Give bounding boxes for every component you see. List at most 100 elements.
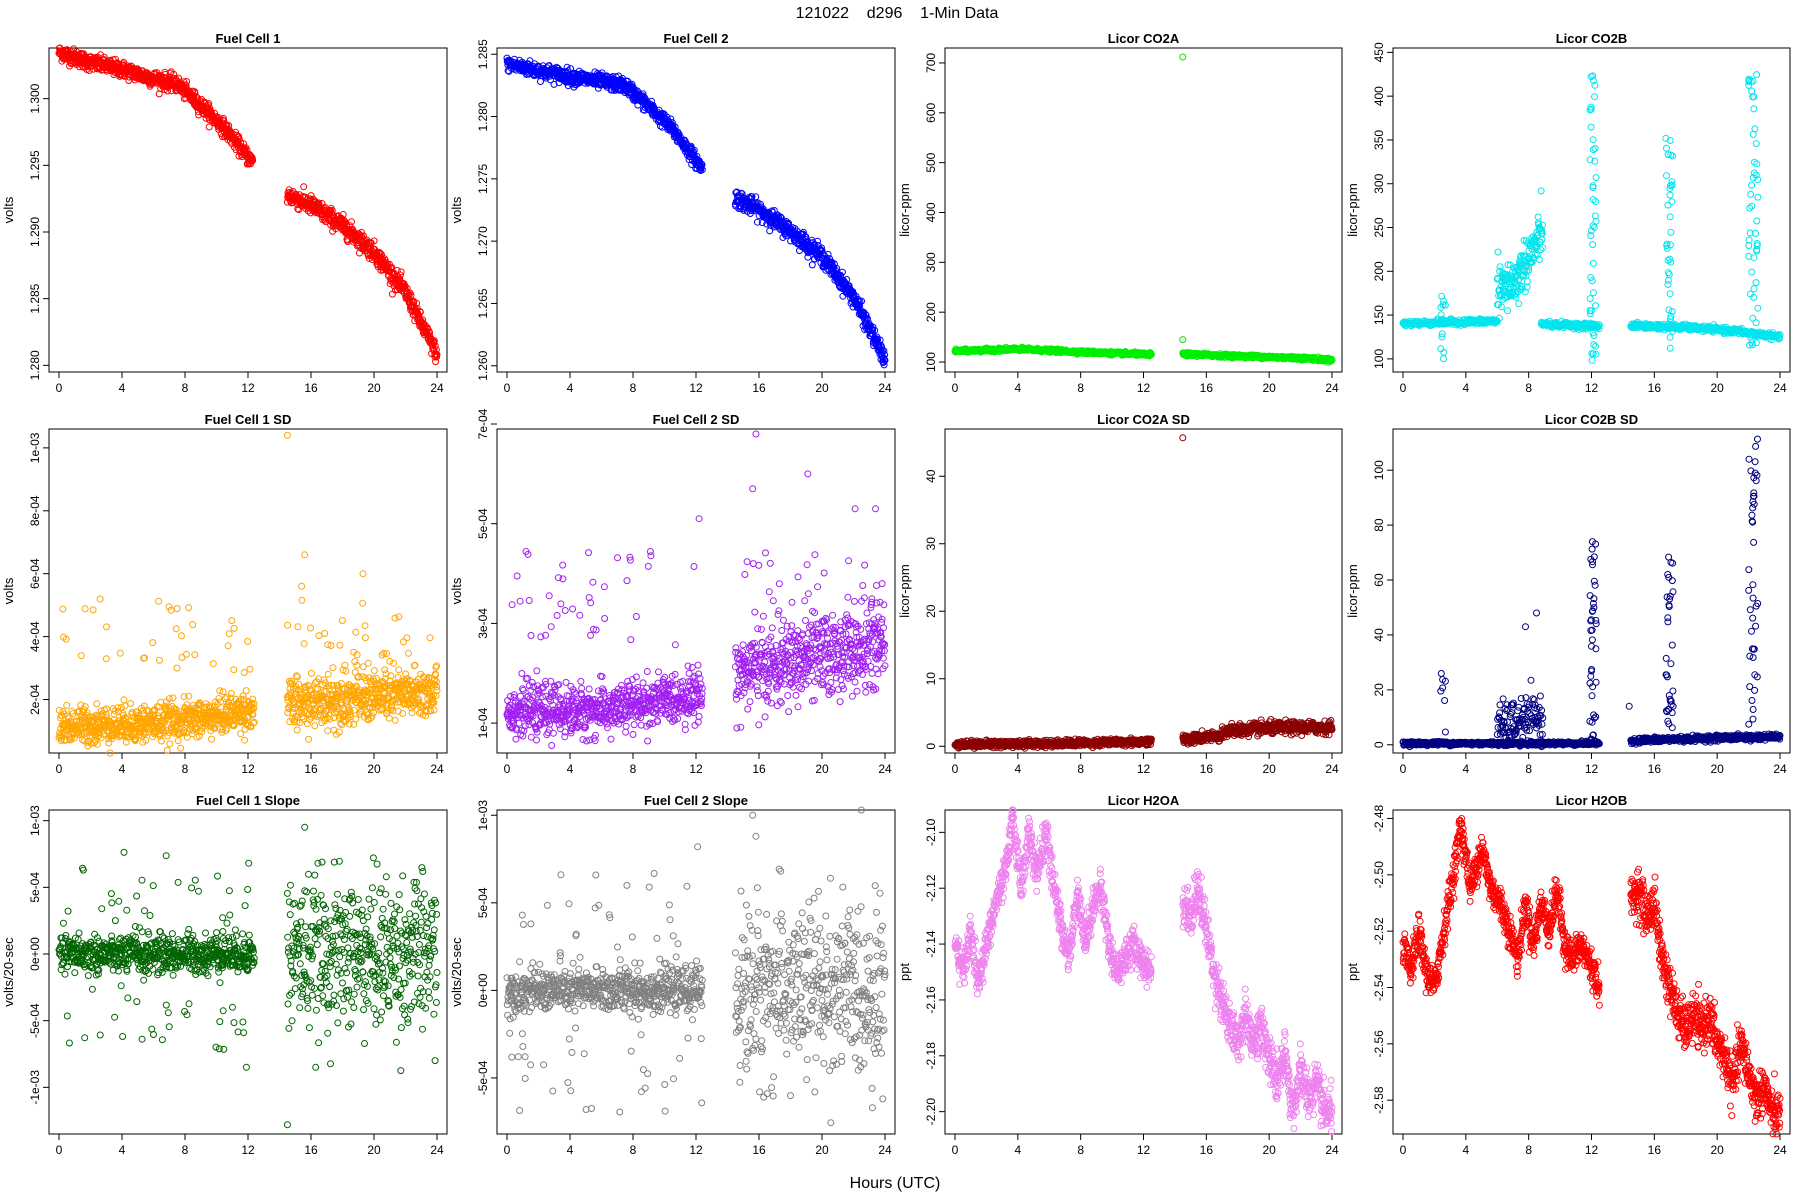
x-tick-label: 12 xyxy=(241,381,255,395)
data-point xyxy=(1749,314,1757,322)
data-point xyxy=(1590,341,1598,349)
x-tick-label: 4 xyxy=(119,381,126,395)
data-point xyxy=(1748,87,1756,95)
x-tick-label: 16 xyxy=(752,381,766,395)
data-point xyxy=(1496,263,1504,271)
y-tick-label: 1.275 xyxy=(476,164,490,194)
data-point xyxy=(1664,281,1672,288)
plot-frame xyxy=(48,47,448,373)
x-tick-label: 16 xyxy=(1200,381,1214,395)
data-points xyxy=(1399,71,1784,364)
data-point xyxy=(111,55,119,63)
y-tick-label: 1.265 xyxy=(476,288,490,318)
x-tick-label: 0 xyxy=(1400,381,1407,395)
data-point xyxy=(1753,71,1761,79)
data-point xyxy=(1752,279,1760,287)
x-tick-label: 0 xyxy=(56,381,63,395)
data-point xyxy=(1591,93,1598,101)
x-tick-label: 8 xyxy=(1525,381,1532,395)
data-point xyxy=(1592,302,1599,310)
data-point xyxy=(1589,241,1597,248)
data-point xyxy=(1592,342,1599,350)
y-tick-label: 4e-04 xyxy=(28,621,42,652)
y-tick-label: 1.280 xyxy=(28,350,42,380)
data-point xyxy=(808,261,816,269)
y-tick-label: 1.290 xyxy=(28,217,42,247)
data-points xyxy=(55,431,441,757)
data-point xyxy=(1589,259,1597,267)
x-tick-label: 8 xyxy=(182,762,189,776)
data-point xyxy=(220,114,227,122)
data-point xyxy=(1587,123,1595,131)
y-tick-label: 500 xyxy=(924,152,938,172)
y-tick-label: 6e-04 xyxy=(28,558,42,589)
y-tick-label: 100 xyxy=(924,352,938,372)
data-point xyxy=(180,78,188,86)
data-point xyxy=(1534,213,1542,221)
data-point xyxy=(1589,146,1597,154)
y-tick-label: 1e-03 xyxy=(28,432,42,463)
data-point xyxy=(1748,181,1756,189)
data-point xyxy=(1523,278,1531,285)
y-tick-label: 1.285 xyxy=(476,39,490,69)
x-tick-label: 24 xyxy=(878,381,892,395)
y-tick-label: 1.270 xyxy=(476,226,490,256)
plot-frame xyxy=(496,47,896,373)
x-tick-label: 20 xyxy=(815,381,829,395)
data-point xyxy=(1666,333,1674,341)
data-point xyxy=(1588,356,1596,364)
figure-title: 121022 d296 1-Min Data xyxy=(796,5,999,22)
data-point xyxy=(205,123,213,131)
x-tick-label: 12 xyxy=(1585,381,1599,395)
data-point xyxy=(1668,198,1676,206)
y-tick-label: 400 xyxy=(1372,86,1386,106)
panel-title: Fuel Cell 1 xyxy=(215,31,280,46)
chart-panels: Fuel Cell 1 volts 0 4 8 12 16 20 24 1.280 1.285 1.2… xyxy=(1,31,1791,1157)
y-tick-label: 450 xyxy=(1372,42,1386,62)
data-point xyxy=(235,135,243,143)
data-point xyxy=(1586,295,1594,303)
y-tick-label: 1.285 xyxy=(28,283,42,313)
x-tick-label: 4 xyxy=(567,381,574,395)
data-point xyxy=(1590,289,1597,297)
y-tick-label: 1.260 xyxy=(476,350,490,380)
data-point xyxy=(1750,105,1758,113)
data-point xyxy=(1663,144,1670,152)
data-point xyxy=(1750,285,1758,293)
x-tick-label: 16 xyxy=(304,762,318,776)
x-tick-label: 20 xyxy=(1262,381,1276,395)
x-tick-label: 16 xyxy=(1648,381,1662,395)
data-point xyxy=(1179,336,1187,344)
data-point xyxy=(1667,228,1675,236)
data-point xyxy=(1666,290,1674,298)
data-point xyxy=(164,87,171,95)
data-point xyxy=(1747,190,1755,198)
x-tick-label: 20 xyxy=(1710,381,1724,395)
x-tick-label: 8 xyxy=(182,381,189,395)
data-point xyxy=(1537,187,1545,195)
y-tick-label: 300 xyxy=(924,252,938,272)
y-tick-label: 1.295 xyxy=(28,150,42,180)
y-axis-label: volts xyxy=(1,577,16,604)
y-tick-label: 1.300 xyxy=(28,83,42,113)
y-tick-label: 250 xyxy=(1372,217,1386,237)
x-tick-label: 0 xyxy=(504,381,511,395)
x-tick-label: 12 xyxy=(1137,381,1151,395)
y-tick-label: 100 xyxy=(1372,349,1386,369)
x-tick-label: 16 xyxy=(304,381,318,395)
data-point xyxy=(348,218,355,226)
y-axis-label: volts xyxy=(1,196,16,223)
x-tick-label: 20 xyxy=(367,381,381,395)
data-point xyxy=(1664,269,1672,277)
data-point xyxy=(1754,304,1762,312)
y-tick-label: 2e-04 xyxy=(28,684,42,715)
x-tick-label: 8 xyxy=(630,381,637,395)
y-tick-label: 8e-04 xyxy=(28,495,42,526)
x-tick-label: 20 xyxy=(367,762,381,776)
x-tick-label: 24 xyxy=(430,381,444,395)
data-point xyxy=(189,91,197,99)
x-tick-label: 8 xyxy=(1077,381,1084,395)
